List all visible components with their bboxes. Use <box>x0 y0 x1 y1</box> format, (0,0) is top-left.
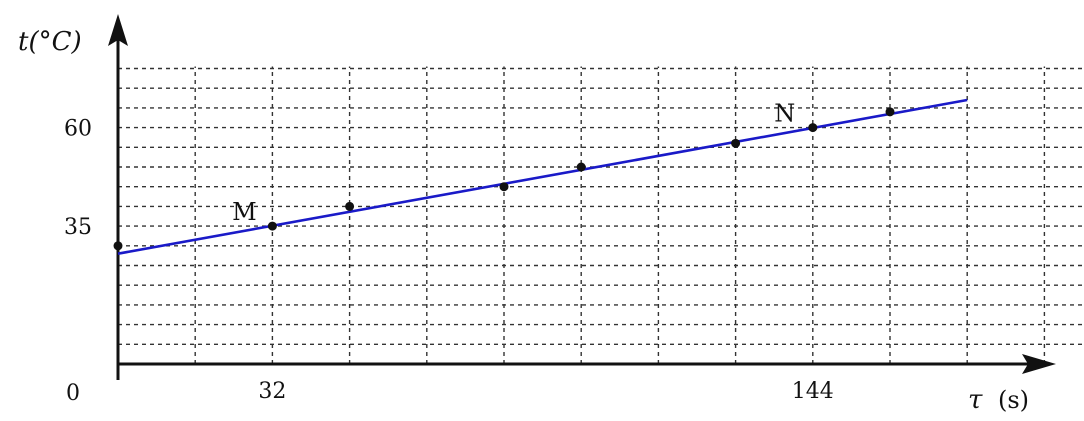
x-axis-unit: (s) <box>998 386 1029 414</box>
grid <box>118 66 1084 364</box>
fit-line-group <box>117 98 968 255</box>
y-axis-title: t(°C) <box>18 27 82 57</box>
y-tick-label: 60 <box>64 117 92 142</box>
point-label-m: M <box>232 198 257 226</box>
origin-label: 0 <box>66 381 80 406</box>
y-axis-arrow <box>108 14 128 46</box>
data-point <box>345 201 355 211</box>
data-point <box>267 221 277 231</box>
data-point <box>731 138 741 148</box>
data-point <box>113 241 123 251</box>
data-point <box>885 107 895 117</box>
data-points <box>113 107 895 251</box>
data-point <box>808 123 818 133</box>
x-tick-label: 32 <box>258 379 286 404</box>
data-point <box>576 162 586 172</box>
y-tick-label: 35 <box>64 215 92 240</box>
x-axis-symbol: τ <box>968 385 983 415</box>
fit-line <box>117 98 968 255</box>
data-point <box>499 182 509 192</box>
x-axis-arrow <box>1022 354 1056 374</box>
x-tick-label: 144 <box>792 379 834 404</box>
point-label-n: N <box>774 100 795 128</box>
axes <box>108 14 1056 380</box>
labels: 0 t(°C) τ (s) 32 144 35 60 M N <box>18 27 1029 415</box>
